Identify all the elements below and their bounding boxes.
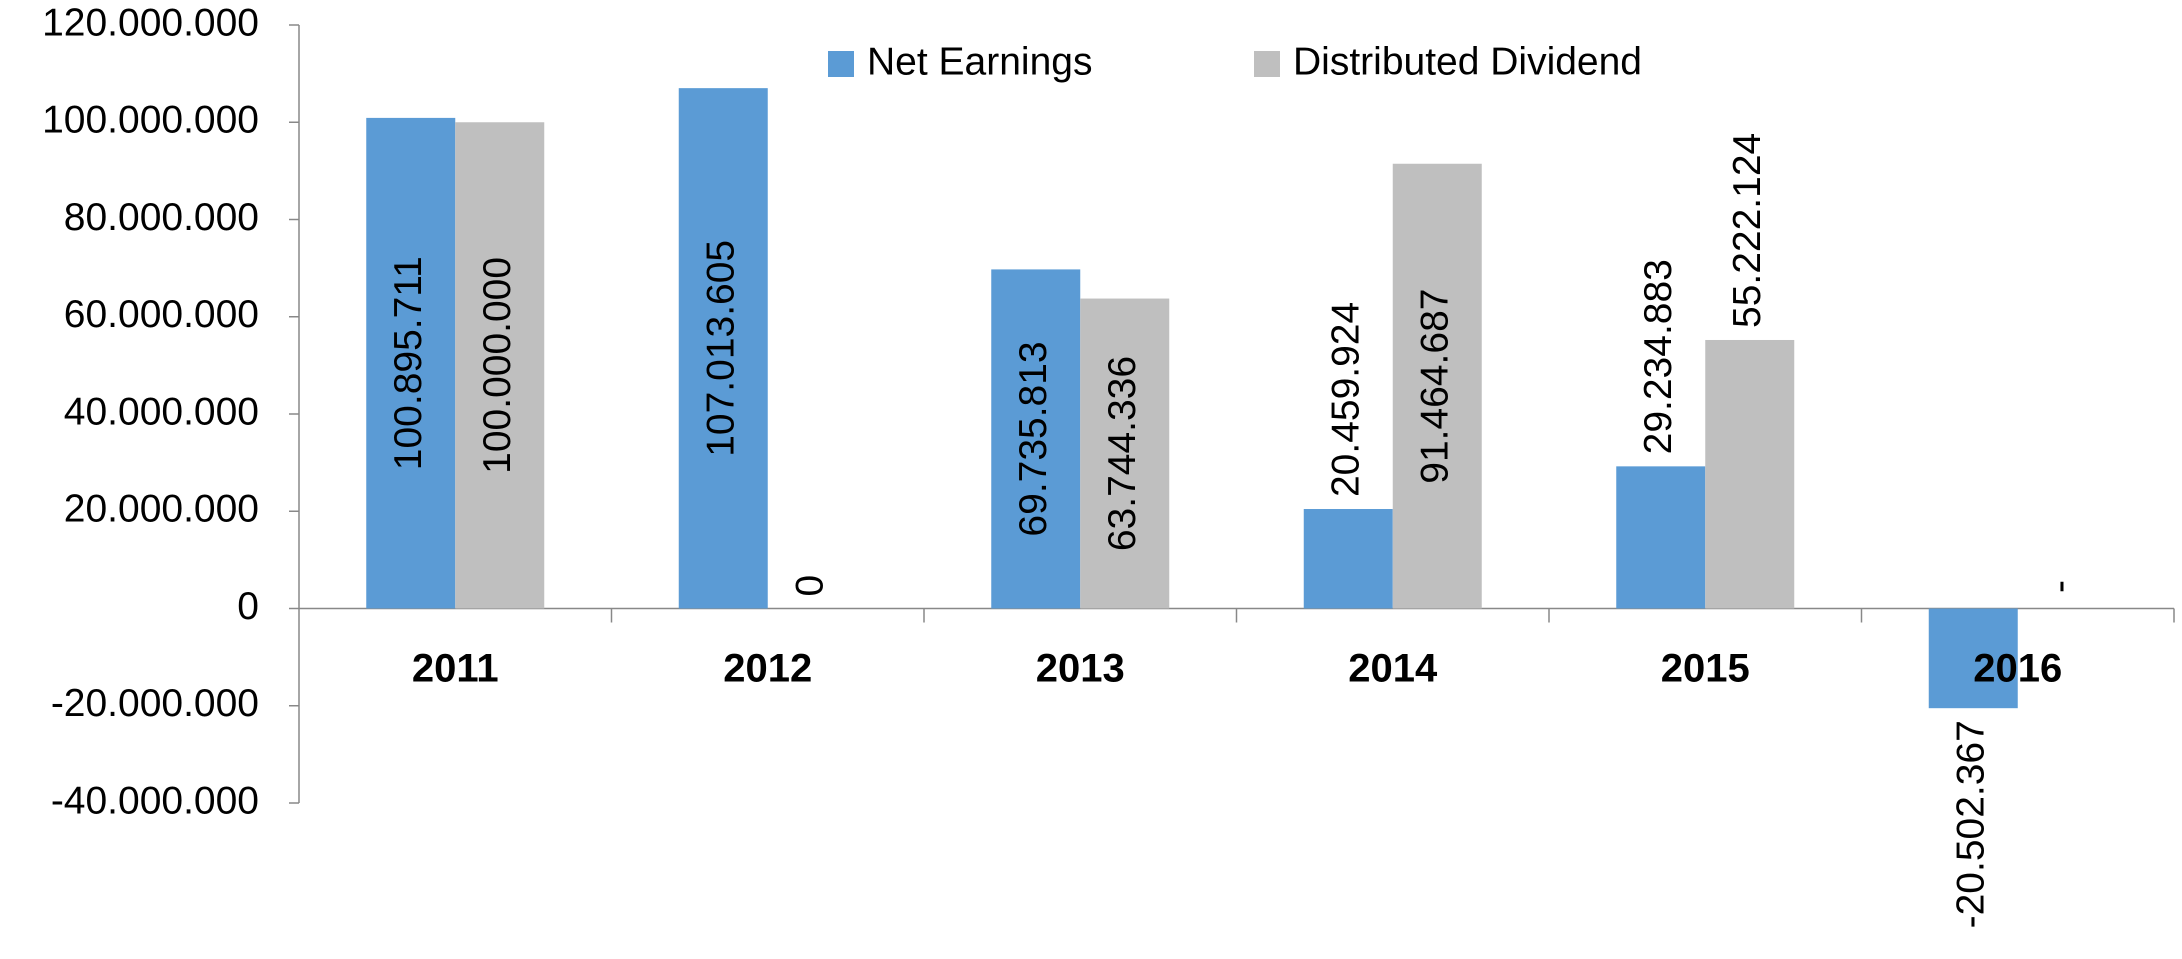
legend-label: Net Earnings xyxy=(867,40,1092,83)
y-tick-label: 120.000.000 xyxy=(42,1,259,44)
y-tick-label: 60.000.000 xyxy=(64,293,259,336)
value-label: 63.744.336 xyxy=(1101,356,1144,551)
value-label: - xyxy=(2039,580,2082,593)
bar xyxy=(1303,509,1393,609)
legend-swatch xyxy=(1254,51,1280,77)
bar xyxy=(678,88,768,609)
y-tick-label: 40.000.000 xyxy=(64,390,259,433)
x-tick-label: 2012 xyxy=(723,647,812,691)
y-tick-label: 0 xyxy=(237,585,259,628)
y-tick-label: -20.000.000 xyxy=(51,682,259,725)
x-tick-label: 2015 xyxy=(1661,647,1750,691)
value-label: 100.895.711 xyxy=(387,256,430,470)
bar xyxy=(991,269,1081,609)
y-tick-label: 80.000.000 xyxy=(64,196,259,239)
x-tick-label: 2016 xyxy=(1973,647,2062,691)
bar xyxy=(1080,298,1170,609)
value-label: 55.222.124 xyxy=(1726,133,1769,328)
value-label: 100.000.000 xyxy=(476,257,519,474)
legend-swatch xyxy=(828,51,854,77)
x-tick-label: 2011 xyxy=(412,647,499,691)
bar xyxy=(1616,466,1706,609)
bar xyxy=(1705,339,1795,609)
y-tick-label: 100.000.000 xyxy=(42,99,259,142)
x-tick-label: 2013 xyxy=(1036,647,1125,691)
bar xyxy=(1928,608,2018,709)
value-label: -20.502.367 xyxy=(1950,720,1993,928)
legend-label: Distributed Dividend xyxy=(1293,40,1642,83)
value-label: 29.234.883 xyxy=(1637,259,1680,454)
value-label: 0 xyxy=(789,575,832,597)
y-tick-label: -40.000.000 xyxy=(51,779,259,822)
y-tick-label: 20.000.000 xyxy=(64,488,259,531)
value-label: 107.013.605 xyxy=(700,240,743,457)
bar xyxy=(455,122,545,609)
bar xyxy=(1392,163,1482,609)
value-label: 20.459.924 xyxy=(1325,302,1368,497)
value-label: 91.464.687 xyxy=(1414,289,1457,484)
bar xyxy=(366,117,456,609)
x-tick-label: 2014 xyxy=(1348,647,1438,691)
value-label: 69.735.813 xyxy=(1012,341,1055,536)
